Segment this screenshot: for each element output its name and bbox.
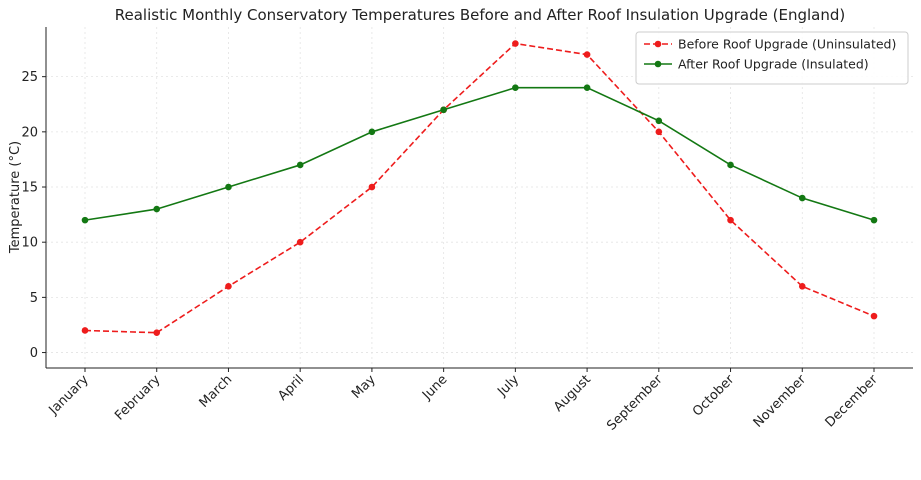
x-tick-label: July — [494, 372, 522, 400]
series-line-2 — [84, 86, 875, 221]
series-1-point — [870, 312, 878, 320]
y-axis-label: Temperature (°C) — [8, 141, 23, 254]
y-tick-label: 20 — [21, 125, 38, 140]
series-2-point — [296, 161, 304, 169]
series-2-point — [583, 84, 591, 91]
series-1-point — [583, 51, 591, 58]
legend-box — [635, 31, 909, 85]
y-tick-label: 10 — [21, 236, 38, 251]
legend-entry-label: After Roof Upgrade (Insulated) — [678, 57, 869, 72]
series-2-point — [225, 183, 232, 191]
series-1-point — [81, 327, 89, 334]
series-1-point — [727, 216, 734, 224]
series-2-point — [81, 216, 89, 224]
series-1-point — [225, 283, 232, 290]
axes — [45, 27, 913, 369]
series-2-point — [870, 216, 878, 224]
series-2-point — [153, 205, 161, 213]
series-1-point — [798, 283, 806, 290]
y-tick-label: 5 — [30, 291, 38, 306]
x-tick-label: October — [690, 372, 738, 420]
x-tick-label: May — [349, 372, 379, 402]
x-tick-label: September — [604, 372, 666, 434]
x-tick-label: April — [275, 372, 307, 404]
ticks: 0 5 10 15 20 25 January February March April May Ju… — [21, 70, 881, 433]
series-2-point — [727, 161, 734, 169]
series-1-point — [512, 40, 519, 47]
series-line-1 — [84, 42, 875, 334]
y-tick-label: 15 — [21, 181, 38, 196]
y-tick-label: 25 — [21, 70, 38, 85]
x-tick-label: January — [46, 372, 92, 418]
legend-swatch-marker — [654, 40, 662, 48]
series-1-point — [655, 128, 663, 136]
x-tick-label: November — [751, 372, 810, 431]
series-2-point — [368, 128, 376, 136]
x-tick-label: June — [419, 372, 450, 403]
series-1-point — [296, 238, 304, 246]
series-2-point — [440, 106, 447, 114]
series-group — [81, 40, 878, 336]
legend-swatch-marker — [654, 60, 662, 68]
chart-title: Realistic Monthly Conservatory Temperatu… — [115, 6, 845, 24]
x-tick-label: December — [823, 372, 882, 431]
series-1-point — [153, 329, 161, 336]
series-2-point — [655, 117, 663, 125]
legend: Before Roof Upgrade (Uninsulated) After R… — [635, 31, 909, 85]
series-2-point — [512, 84, 519, 91]
x-tick-label: March — [197, 372, 236, 411]
series-1-point — [368, 183, 376, 191]
legend-entry-label: Before Roof Upgrade (Uninsulated) — [678, 37, 896, 52]
x-tick-label: February — [112, 372, 164, 424]
y-tick-label: 0 — [30, 346, 38, 361]
x-tick-label: August — [551, 372, 594, 415]
series-2-point — [798, 194, 806, 202]
